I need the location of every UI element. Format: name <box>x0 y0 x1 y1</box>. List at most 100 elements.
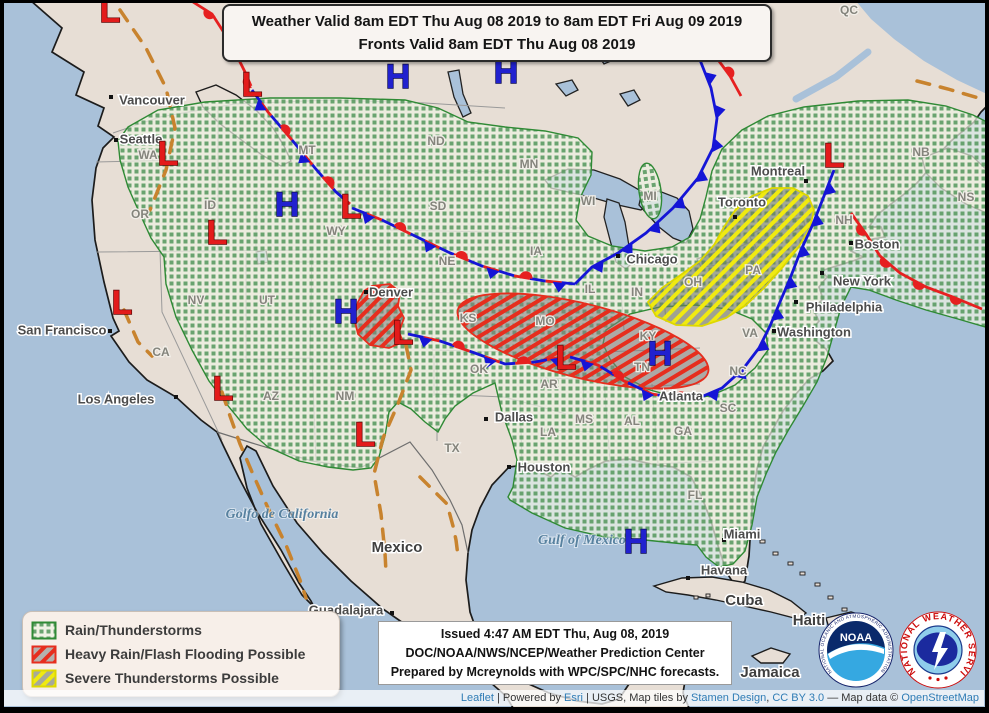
low-pressure-marker: L <box>355 416 376 454</box>
forecaster-credit: Prepared by Mcreynolds with WPC/SPC/NHC … <box>390 664 720 679</box>
warm-front <box>849 212 983 311</box>
trough-line <box>220 390 308 600</box>
legend-item: Heavy Rain/Flash Flooding Possible <box>31 642 331 666</box>
bahamas-islets <box>693 539 848 612</box>
legend-swatch-severe <box>31 669 57 687</box>
stationary-front <box>569 355 701 402</box>
state-label: OR <box>131 207 149 221</box>
trough-line <box>418 475 460 558</box>
legend-swatch-heavy <box>31 645 57 663</box>
city-label: Seattle <box>120 132 163 147</box>
attribution-link[interactable]: OpenStreetMap <box>901 692 979 704</box>
attribution-link[interactable]: Stamen Design <box>691 692 767 704</box>
city-dot <box>849 241 853 245</box>
city-label: Toronto <box>718 195 766 210</box>
label-layer: WA OR ID NV CA UT AZ NM MT WY ND SD MN IA NE KS MO OK AR TX… <box>130 3 976 683</box>
state-label: CA <box>152 345 170 359</box>
canadian-lakes <box>447 47 641 118</box>
city-label: Atlanta <box>659 389 704 404</box>
city-label: Miami <box>724 527 761 542</box>
state-label: MS <box>575 412 593 426</box>
trough-line <box>915 79 984 101</box>
city-label: Dallas <box>495 410 533 425</box>
state-label: ND <box>427 134 445 148</box>
legend-label: Rain/Thunderstorms <box>65 622 202 638</box>
jamaica-island <box>750 647 792 664</box>
trough-layer <box>118 8 984 600</box>
issued-time: Issued 4:47 AM EDT Thu, Aug 08, 2019 <box>440 627 670 641</box>
state-label: KY <box>640 329 657 343</box>
high-pressure-marker: H <box>386 58 411 96</box>
severe-thunderstorm-area <box>646 187 815 327</box>
city-dot <box>174 395 178 399</box>
state-label: MI <box>643 189 656 203</box>
city-dot <box>733 215 737 219</box>
attribution-text: — Map data © <box>824 692 902 704</box>
city-label: Philadelphia <box>806 300 883 315</box>
city-dot <box>794 300 798 304</box>
attribution-link[interactable]: Esri <box>564 692 583 704</box>
state-label: PA <box>745 263 761 277</box>
heavy-rain-layer <box>353 283 710 390</box>
city-label: New York <box>833 274 892 289</box>
state-label: IL <box>585 282 596 296</box>
low-pressure-marker: L <box>242 66 263 104</box>
high-pressure-marker: H <box>334 293 359 331</box>
state-label: NB <box>912 145 930 159</box>
water-label: Golfo de California <box>226 507 339 522</box>
city-dot <box>722 538 726 542</box>
stationary-front <box>351 206 576 293</box>
state-label: NM <box>336 389 355 403</box>
city-label: Boston <box>855 237 900 252</box>
attribution-text: | USGS, Map tiles by <box>583 692 692 704</box>
state-label: NE <box>439 254 456 268</box>
state-label: MN <box>520 157 539 171</box>
state-label: OK <box>470 362 488 376</box>
city-label: Denver <box>369 285 413 300</box>
valid-time-banner: Weather Valid 8am EDT Thu Aug 08 2019 to… <box>222 4 772 62</box>
city-dot <box>364 290 368 294</box>
legend-item: Severe Thunderstorms Possible <box>31 666 331 690</box>
state-label: KS <box>460 311 477 325</box>
state-label: NC <box>729 364 747 378</box>
attribution-text: | Powered by <box>493 692 565 704</box>
trough-line <box>118 8 177 212</box>
city-label: Vancouver <box>119 93 185 108</box>
low-pressure-marker: L <box>207 214 228 252</box>
heavy-rain-area <box>456 292 710 390</box>
city-dot <box>661 391 665 395</box>
state-label: NV <box>188 293 205 307</box>
heavy-rain-area <box>353 283 405 349</box>
state-label: VA <box>742 326 758 340</box>
attribution-text: , <box>766 692 773 704</box>
cold-front <box>574 59 726 285</box>
legend-swatch-rain <box>31 621 57 639</box>
fronts-valid-line: Fronts Valid 8am EDT Thu Aug 08 2019 <box>358 35 636 53</box>
low-pressure-marker: L <box>556 339 577 377</box>
front-layer <box>192 3 983 402</box>
high-pressure-marker: H <box>648 335 673 373</box>
state-label: FL <box>688 488 703 502</box>
gulf-of-st-lawrence <box>857 3 985 94</box>
state-label: TN <box>634 360 650 374</box>
legend: Rain/Thunderstorms Heavy Rain/Flash Flood… <box>22 611 340 697</box>
city-dot <box>686 576 690 580</box>
st-lawrence-river <box>792 48 872 103</box>
city-dot <box>507 465 511 469</box>
city-label: Houston <box>518 460 571 475</box>
state-label: UT <box>259 293 276 307</box>
city-dot <box>114 138 118 142</box>
city-dot <box>484 417 488 421</box>
attribution-link[interactable]: CC BY 3.0 <box>772 692 825 704</box>
noaa-logo: NATIONAL OCEANIC AND ATMOSPHERIC ADMINIS… <box>818 612 894 688</box>
issuing-office: DOC/NOAA/NWS/NCEP/Weather Prediction Cen… <box>405 645 705 660</box>
attribution-link[interactable]: Leaflet <box>460 692 494 704</box>
state-label: IA <box>530 244 542 258</box>
low-pressure-marker: L <box>100 0 121 30</box>
city-layer: Vancouver Seattle San Francisco Los Angeles… <box>16 91 901 619</box>
state-label: GA <box>674 424 692 438</box>
low-pressure-marker: L <box>158 135 179 173</box>
state-label: AR <box>540 377 558 391</box>
